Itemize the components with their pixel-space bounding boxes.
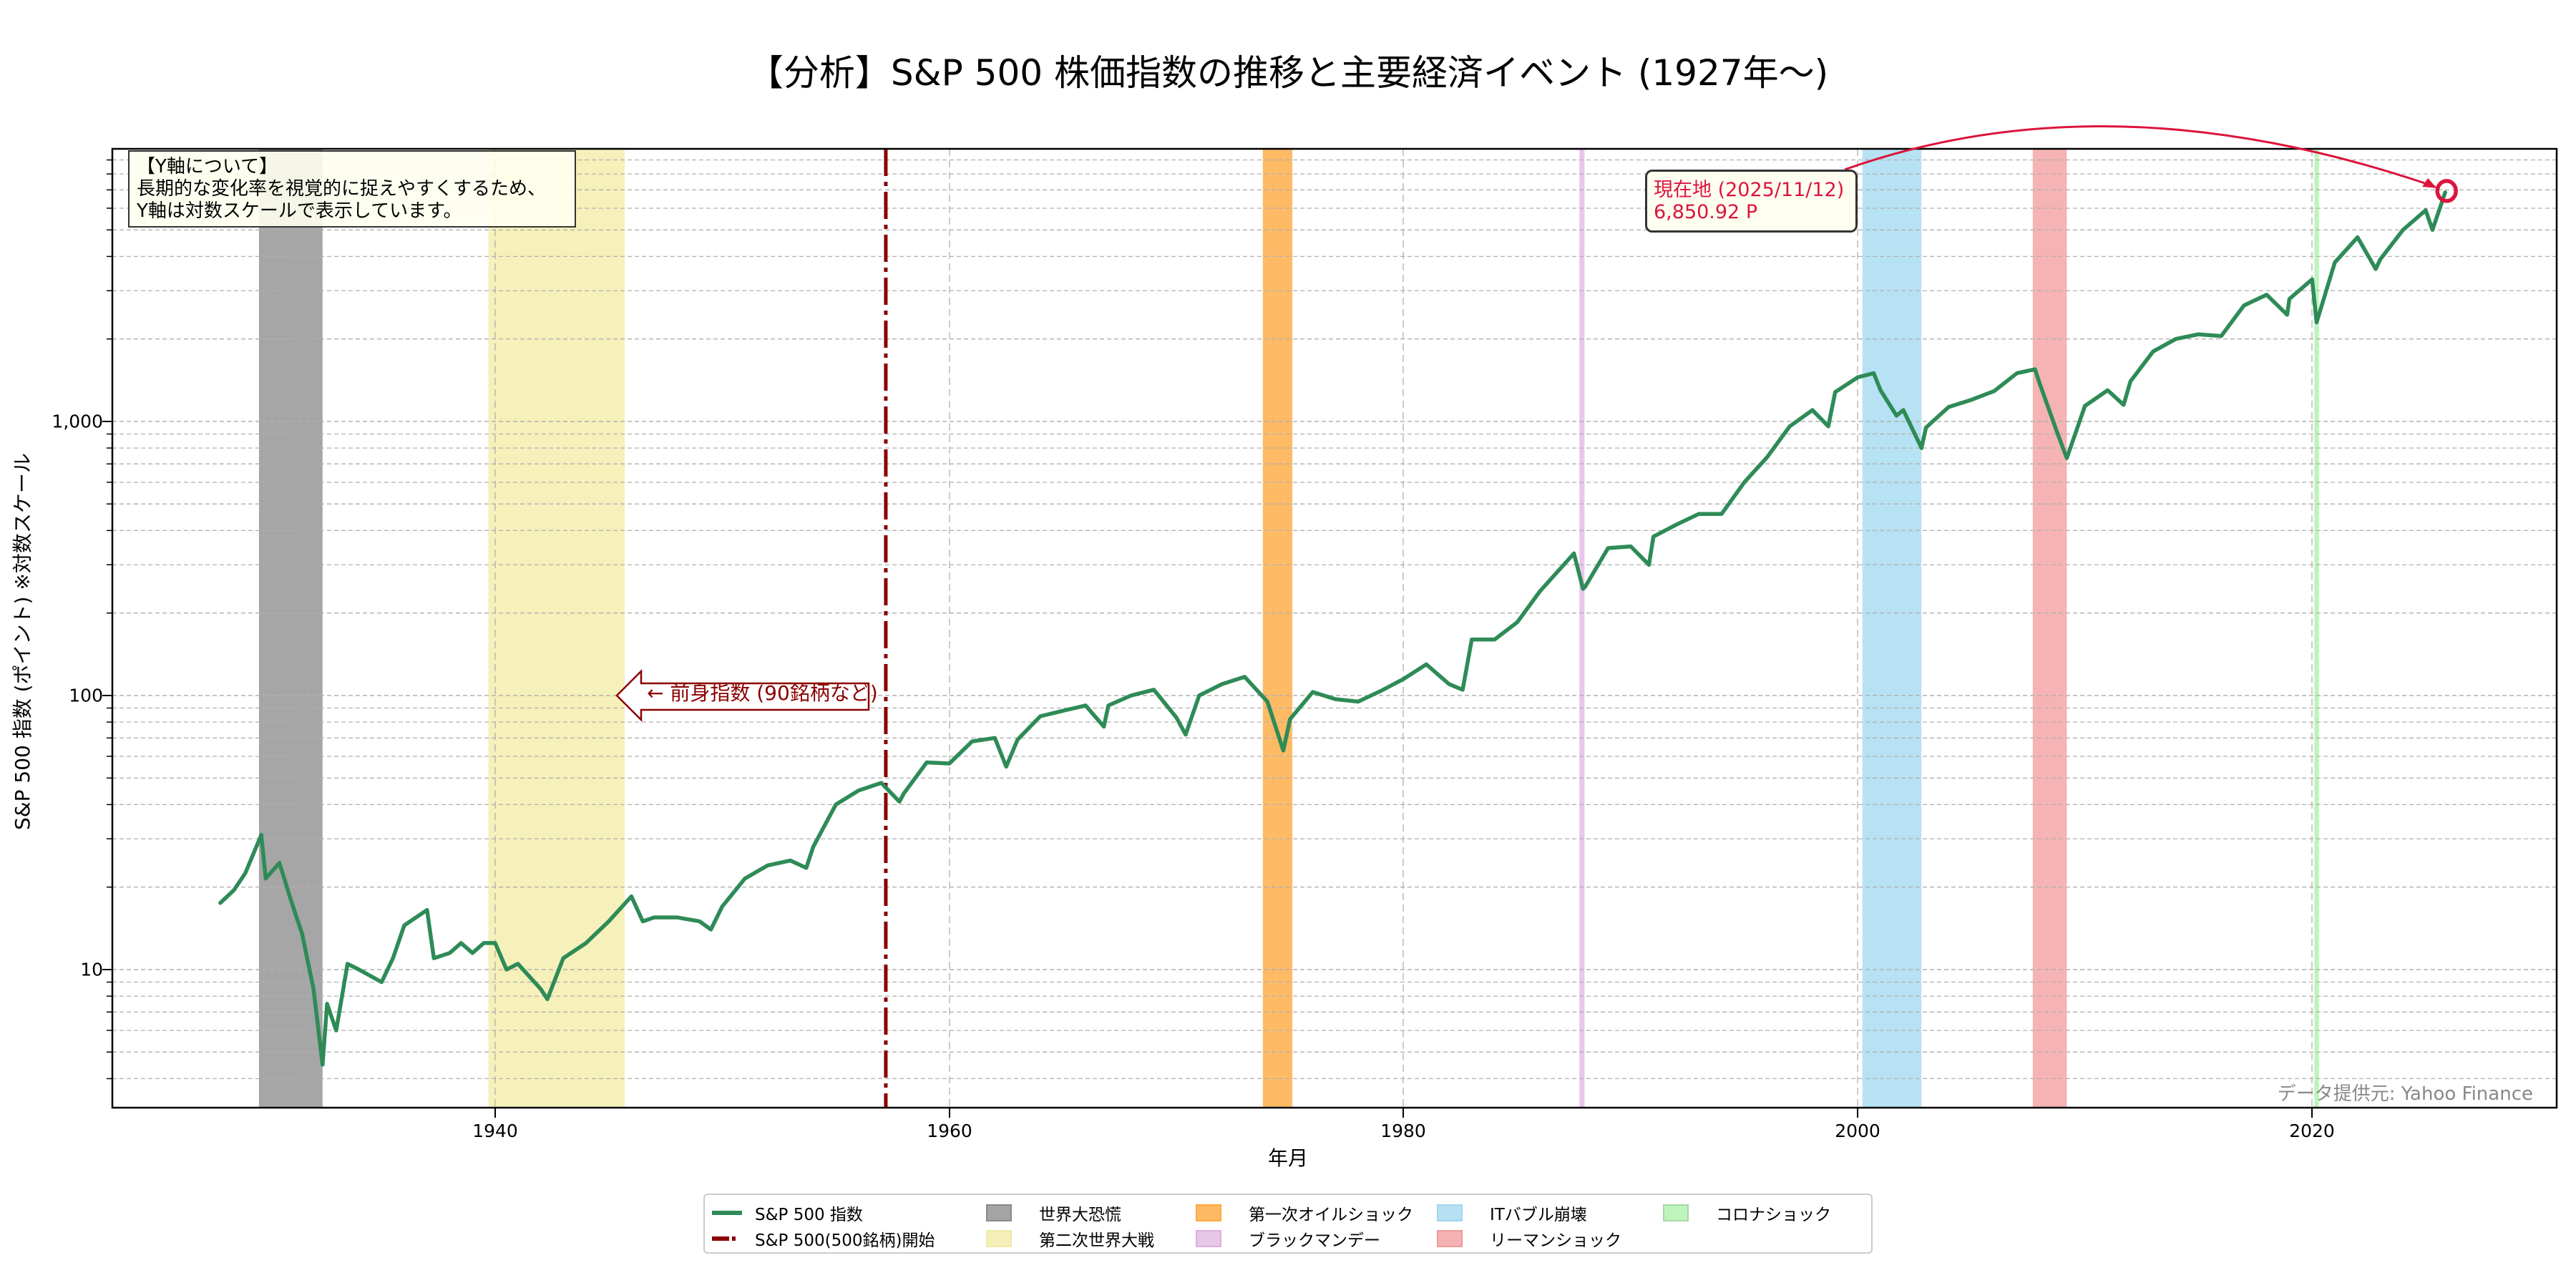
event-band (258, 149, 323, 1108)
current-point-circle-icon (2435, 179, 2458, 203)
event-bands (258, 149, 2319, 1108)
callout-date: 現在地 (2025/11/12) (1654, 179, 1845, 201)
legend-item-covid: コロナショック (1663, 1202, 1831, 1224)
legend-label: リーマンショック (1490, 1231, 1621, 1250)
dashdot-swatch-icon (712, 1236, 742, 1241)
box-swatch-icon (1663, 1204, 1689, 1221)
y-tick-100: 100 (69, 685, 103, 706)
callout-arrow (1844, 125, 2458, 203)
legend-label: 世界大恐慌 (1039, 1206, 1121, 1224)
axes-frame-rect (111, 147, 2558, 1109)
box-swatch-icon (1437, 1230, 1463, 1247)
sp500-series (218, 190, 2447, 1067)
predecessor-arrow-shape (615, 668, 870, 723)
legend-label: コロナショック (1716, 1206, 1831, 1224)
note-heading: 【Y軸について】 (137, 156, 278, 177)
callout-value: 6,850.92 P (1654, 201, 1758, 223)
legend-item-black-monday: ブラックマンデー (1196, 1228, 1380, 1250)
x-tick-1940: 1940 (472, 1121, 518, 1141)
event-band (488, 149, 625, 1108)
arrowhead-icon (2422, 177, 2437, 188)
note-line-2: 長期的な変化率を視覚的に捉えやすくするため、 (137, 178, 547, 200)
callout-arrow-curve (1844, 125, 2436, 188)
legend: S&P 500 指数 S&P 500(500銘柄)開始 世界大恐慌 第二次世界大… (703, 1194, 1873, 1254)
legend-item-start-line: S&P 500(500銘柄)開始 (712, 1228, 935, 1250)
y-axis-label: S&P 500 指数 (ポイント) ※対数スケール (11, 453, 34, 830)
event-band (1862, 149, 1922, 1108)
event-band (1579, 149, 1585, 1108)
box-swatch-icon (986, 1230, 1012, 1247)
chart-title: 【分析】S&P 500 株価指数の推移と主要経済イベント (1927年〜) (747, 52, 1829, 94)
event-band (2032, 149, 2067, 1108)
x-tick-1960: 1960 (927, 1121, 972, 1141)
legend-label: ITバブル崩壊 (1490, 1206, 1587, 1224)
gridlines (102, 149, 2557, 1118)
sp500-line (218, 190, 2447, 1067)
event-band (2314, 149, 2319, 1108)
x-tick-2020: 2020 (2289, 1121, 2335, 1141)
x-tick-2000: 2000 (1835, 1121, 1880, 1141)
legend-item-lehman: リーマンショック (1437, 1228, 1621, 1250)
legend-label: 第一次オイルショック (1249, 1206, 1413, 1224)
legend-item-ww2: 第二次世界大戦 (986, 1228, 1154, 1250)
y-axis-note: 【Y軸について】 長期的な変化率を視覚的に捉えやすくするため、 Y軸は対数スケー… (128, 150, 576, 228)
y-tick-1000: 1,000 (52, 411, 103, 432)
box-swatch-icon (1196, 1204, 1221, 1221)
predecessor-index-text: ← 前身指数 (90銘柄など) (647, 681, 878, 705)
legend-item-sp500: S&P 500 指数 (712, 1202, 863, 1224)
left-arrow-box-icon (615, 668, 870, 723)
legend-item-it-bubble: ITバブル崩壊 (1437, 1202, 1587, 1224)
axes-frame (111, 147, 2558, 1109)
legend-label: ブラックマンデー (1249, 1231, 1380, 1250)
legend-label: S&P 500(500銘柄)開始 (755, 1231, 935, 1250)
box-swatch-icon (1437, 1204, 1463, 1221)
legend-item-great-depression: 世界大恐慌 (986, 1202, 1121, 1224)
line-swatch-icon (712, 1211, 742, 1215)
legend-label: 第二次世界大戦 (1039, 1231, 1154, 1250)
legend-item-oil-shock: 第一次オイルショック (1196, 1202, 1413, 1224)
data-source-attribution: データ提供元: Yahoo Finance (2277, 1083, 2533, 1105)
event-band (1262, 149, 1293, 1108)
y-tick-10: 10 (80, 959, 103, 980)
current-value-callout: 現在地 (2025/11/12) 6,850.92 P (1645, 170, 1858, 233)
note-line-3: Y軸は対数スケールで表示しています。 (137, 200, 462, 222)
legend-label: S&P 500 指数 (755, 1206, 863, 1224)
x-axis-label: 年月 (1267, 1146, 1309, 1170)
x-tick-1980: 1980 (1380, 1121, 1426, 1141)
box-swatch-icon (1196, 1230, 1221, 1247)
box-swatch-icon (986, 1204, 1012, 1221)
